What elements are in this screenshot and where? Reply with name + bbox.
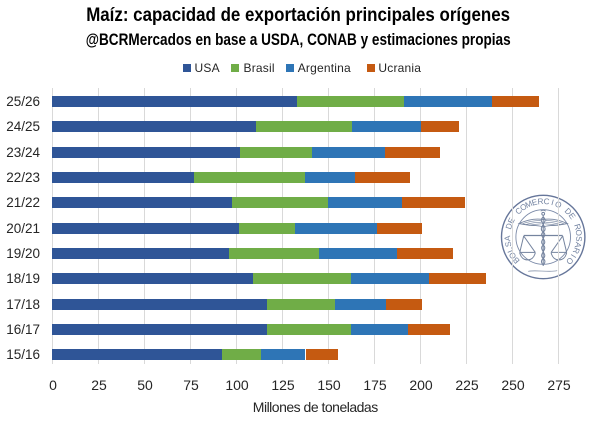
svg-text:E: E — [531, 197, 539, 207]
svg-text:M: M — [524, 199, 534, 210]
svg-text:E: E — [506, 216, 517, 225]
svg-text:O: O — [518, 202, 528, 213]
svg-text:S: S — [503, 240, 513, 248]
svg-text:S: S — [574, 236, 583, 242]
svg-text:I: I — [550, 198, 555, 207]
svg-text:R: R — [537, 197, 544, 206]
svg-text:B: B — [511, 255, 522, 265]
svg-text:L: L — [505, 246, 515, 254]
svg-text:E: E — [567, 211, 578, 221]
svg-text:R: R — [571, 246, 582, 255]
svg-text:I: I — [569, 253, 578, 260]
svg-text:R: R — [572, 223, 582, 231]
svg-text:C: C — [543, 197, 550, 207]
svg-text:D: D — [563, 206, 574, 217]
svg-text:C: C — [514, 206, 525, 217]
svg-text:A: A — [573, 241, 583, 249]
svg-text:O: O — [564, 255, 575, 266]
svg-text:D: D — [504, 222, 514, 230]
svg-text:O: O — [574, 229, 584, 236]
svg-text:A: A — [503, 235, 512, 241]
